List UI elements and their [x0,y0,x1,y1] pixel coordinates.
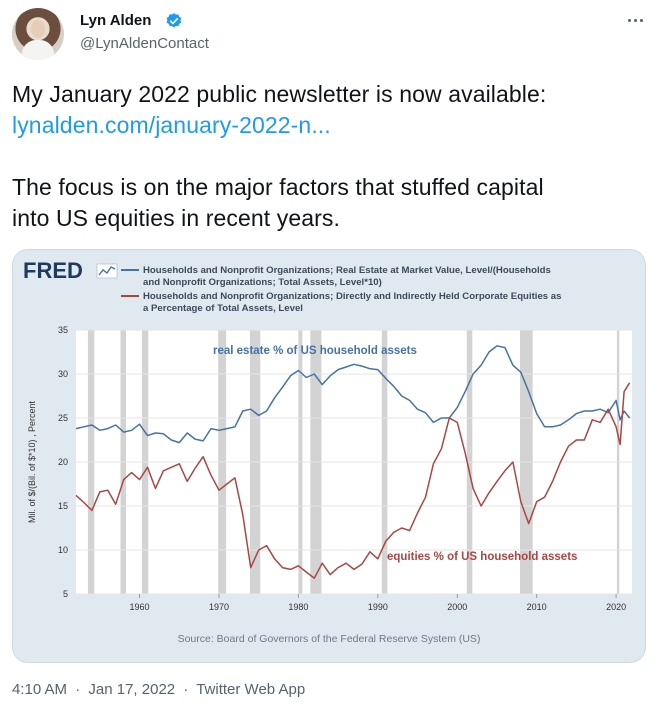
x-tick-label: 2020 [606,602,626,612]
tweet-time[interactable]: 4:10 AM [12,681,68,698]
tweet-source-app[interactable]: Twitter Web App [196,681,306,698]
tweet-line-3: into US equities in recent years. [12,205,341,231]
more-options-icon[interactable] [624,10,646,30]
real-estate-line [75,345,631,444]
chart-source: Source: Board of Governors of the Federa… [178,633,481,645]
legend-text-2b: a Percentage of Total Assets, Level [143,303,303,314]
y-tick-label: 20 [58,457,68,467]
legend-text-2a: Households and Nonprofit Organizations; … [143,291,561,302]
fred-logo-mark-icon [96,263,118,279]
verified-badge-icon [166,13,182,28]
annotation-real-estate: real estate % of US household assets [213,345,417,357]
fred-chart: FRED Households and Nonprofit Organizati… [13,250,645,662]
author-avatar[interactable] [12,8,64,60]
y-tick-label: 25 [58,413,68,423]
chart-image[interactable]: FRED Households and Nonprofit Organizati… [12,249,646,663]
annotation-equities: equities % of US household assets [387,551,577,563]
x-tick-label: 1980 [288,602,308,612]
avatar-shirt [22,40,54,60]
newsletter-link[interactable]: lynalden.com/january-2022-n... [12,112,331,138]
y-axis-label: Mil. of $/(Bil. of $*10) , Percent [27,400,37,523]
x-tick-label: 1960 [130,602,150,612]
tweet-date[interactable]: Jan 17, 2022 [88,681,176,698]
x-tick-label: 1970 [209,602,229,612]
equities-line [75,382,631,579]
legend-text-1a: Households and Nonprofit Organizations; … [143,265,551,276]
author-handle[interactable]: @LynAldenContact [80,35,209,52]
tweet-line-1: My January 2022 public newsletter is now… [12,81,547,107]
legend-text-1b: and Nonprofit Organizations; Total Asset… [143,277,382,288]
x-tick-label: 2000 [447,602,467,612]
fred-logo: FRED [23,258,83,283]
y-tick-label: 5 [63,589,68,599]
tweet-line-2: The focus is on the major factors that s… [12,174,544,200]
avatar-face [31,20,45,38]
y-tick-label: 15 [58,501,68,511]
tweet-text: My January 2022 public newsletter is now… [12,79,642,234]
author-name[interactable]: Lyn Alden [80,12,152,29]
y-tick-label: 30 [58,369,68,379]
x-tick-label: 1990 [368,602,388,612]
y-tick-label: 10 [58,545,68,555]
tweet-meta: 4:10 AM · Jan 17, 2022 · Twitter Web App [12,681,305,698]
y-tick-label: 35 [58,325,68,335]
meta-separator-2: · [183,681,189,698]
meta-separator-1: · [75,681,81,698]
x-tick-label: 2010 [527,602,547,612]
